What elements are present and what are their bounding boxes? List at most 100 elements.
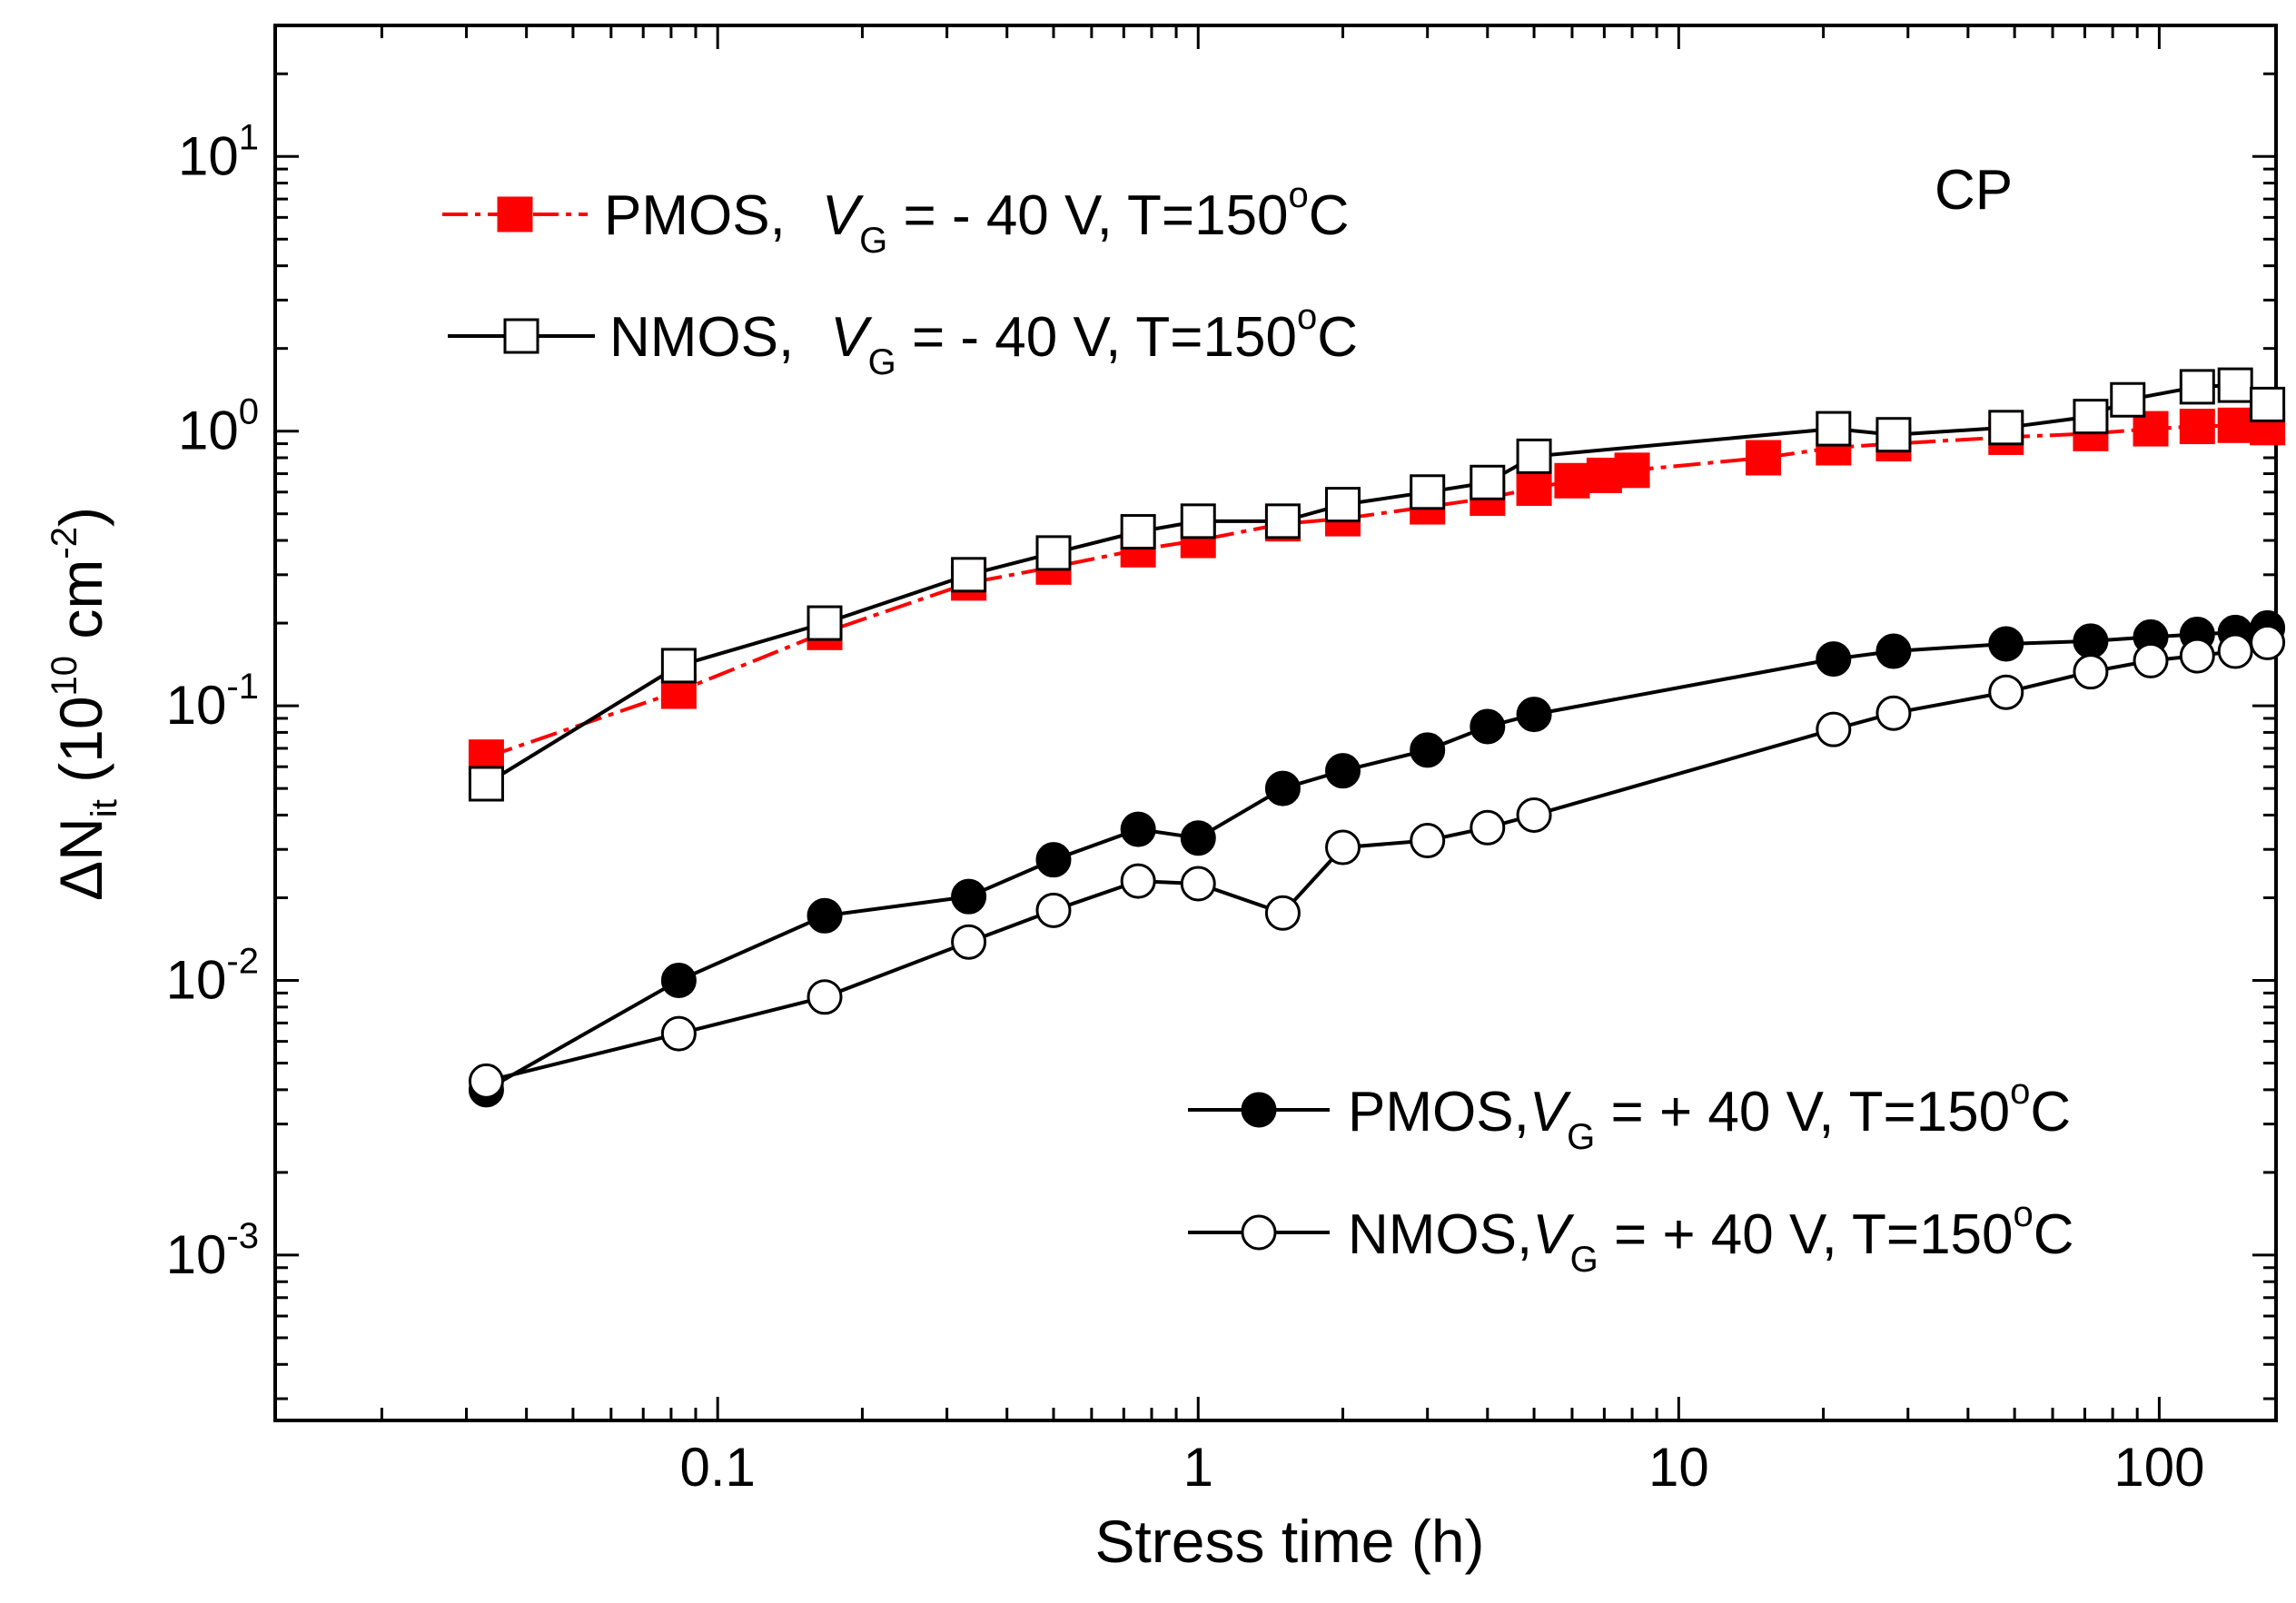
- data-point: [468, 766, 504, 802]
- y-tick-label-exp: -2: [226, 942, 259, 982]
- x-tick-label: 0.1: [679, 1437, 755, 1498]
- plot-area-frame: [273, 24, 2278, 1422]
- x-axis-title: Stress time (h): [1094, 1508, 1484, 1575]
- data-point: [1180, 503, 1216, 539]
- y-axis-title-unit-close: ): [47, 507, 114, 527]
- legend-degree: o: [2014, 1194, 2034, 1234]
- data-point: [1516, 470, 1552, 506]
- data-point: [2217, 633, 2253, 669]
- data-point: [660, 648, 697, 684]
- x-tick-label: 10: [1648, 1437, 1709, 1498]
- legend-marker-filled-square: [497, 196, 533, 233]
- data-point: [1988, 674, 2024, 710]
- series-0: [468, 407, 2286, 776]
- legend-vg-value: = - 40 V, T=150: [887, 184, 1288, 247]
- y-axis-title-unit-open: (10: [47, 696, 114, 799]
- data-point: [1470, 809, 1506, 846]
- data-point: [660, 963, 697, 999]
- legend-entry-pmos-neg: PMOS, VG = - 40 V, T=150oC: [442, 175, 1350, 261]
- y-tick-label-base: 10: [166, 950, 227, 1011]
- legend-temp-unit: C: [2034, 1203, 2074, 1266]
- legend-degree: o: [1289, 175, 1309, 215]
- data-point: [1746, 440, 1782, 476]
- y-tick-label: 10-1: [166, 667, 259, 736]
- data-point: [1516, 438, 1552, 474]
- data-point: [1180, 820, 1216, 856]
- data-point: [1875, 417, 1912, 453]
- data-point: [1120, 811, 1156, 847]
- data-point: [1410, 474, 1446, 510]
- x-tick-label: 100: [2113, 1437, 2204, 1498]
- series-layer: [468, 367, 2286, 1108]
- y-tick-label: 101: [178, 117, 259, 186]
- legend-label-pmos-pos: PMOS,VG = + 40 V, T=150oC: [1348, 1072, 2071, 1157]
- legend-vg-value: = + 40 V, T=150: [1598, 1203, 2014, 1266]
- y-axis-title-sub: it: [84, 799, 124, 817]
- data-point: [1035, 842, 1072, 878]
- y-tick-label: 10-3: [166, 1216, 259, 1285]
- y-tick-label-exp: 0: [239, 392, 259, 432]
- legend-vg-sub: G: [1567, 1117, 1595, 1157]
- data-point: [1325, 487, 1361, 523]
- y-tick-label: 100: [178, 392, 259, 461]
- data-point: [2073, 654, 2109, 690]
- legend-marker-open-circle: [1241, 1214, 1277, 1251]
- y-tick-label-exp: -1: [226, 667, 259, 707]
- x-tick-label: 1: [1183, 1437, 1213, 1498]
- data-point: [1410, 823, 1446, 859]
- data-point: [2073, 623, 2109, 659]
- data-point: [951, 557, 987, 593]
- data-point: [1035, 535, 1072, 571]
- legend-marker-filled-circle: [1241, 1092, 1277, 1128]
- data-point: [1035, 892, 1072, 928]
- data-point: [1516, 797, 1552, 833]
- data-point: [1516, 697, 1552, 733]
- data-point: [2133, 411, 2169, 447]
- y-tick-label-base: 10: [166, 1224, 227, 1285]
- data-point: [1264, 895, 1301, 931]
- data-point: [2250, 624, 2286, 660]
- data-point: [2133, 642, 2169, 678]
- data-point: [2217, 407, 2253, 443]
- legend-entry-pmos-pos: PMOS,VG = + 40 V, T=150oC: [1188, 1072, 2071, 1157]
- y-axis-title-prefix: ΔN: [47, 817, 114, 901]
- data-point: [951, 878, 987, 915]
- series-2: [468, 609, 2286, 1108]
- data-point: [1325, 829, 1361, 866]
- data-point: [1875, 695, 1912, 731]
- y-tick-label-base: 10: [178, 401, 239, 461]
- legend-device: PMOS,: [604, 184, 786, 247]
- data-point: [2179, 369, 2215, 405]
- data-point: [951, 924, 987, 960]
- legend-vg-value: = + 40 V, T=150: [1595, 1081, 2010, 1143]
- data-point: [1988, 410, 2024, 446]
- data-point: [807, 605, 843, 641]
- legend-vg-value: = - 40 V, T=150: [896, 306, 1297, 369]
- data-point: [1988, 626, 2024, 662]
- legend-label-nmos-neg: NMOS, VG = - 40 V, T=150oC: [609, 297, 1358, 382]
- data-point: [807, 897, 843, 934]
- legend-entry-nmos-neg: NMOS, VG = - 40 V, T=150oC: [448, 297, 1358, 382]
- annotation-cp: CP: [1935, 159, 2013, 222]
- legend-vg-symbol: V: [1532, 1203, 1575, 1266]
- data-point: [1816, 711, 1852, 747]
- y-tick-label-base: 10: [178, 125, 239, 186]
- legend-vg-sub: G: [859, 221, 887, 261]
- y-tick-label: 10-2: [166, 942, 259, 1011]
- data-point: [1816, 411, 1852, 447]
- data-point: [1120, 514, 1156, 550]
- data-point: [1816, 641, 1852, 678]
- legend-temp-unit: C: [1309, 184, 1350, 247]
- data-point: [1264, 503, 1301, 539]
- legend-vg-sub: G: [1570, 1240, 1598, 1280]
- legend-entry-nmos-pos: NMOS,VG = + 40 V, T=150oC: [1188, 1194, 2074, 1280]
- data-point: [1614, 452, 1650, 489]
- data-point: [1554, 462, 1590, 499]
- legend-marker-open-square: [503, 318, 539, 354]
- data-point: [1120, 863, 1156, 899]
- data-point: [2250, 386, 2286, 422]
- data-point: [2217, 367, 2253, 403]
- legend-temp-unit: C: [2030, 1081, 2071, 1143]
